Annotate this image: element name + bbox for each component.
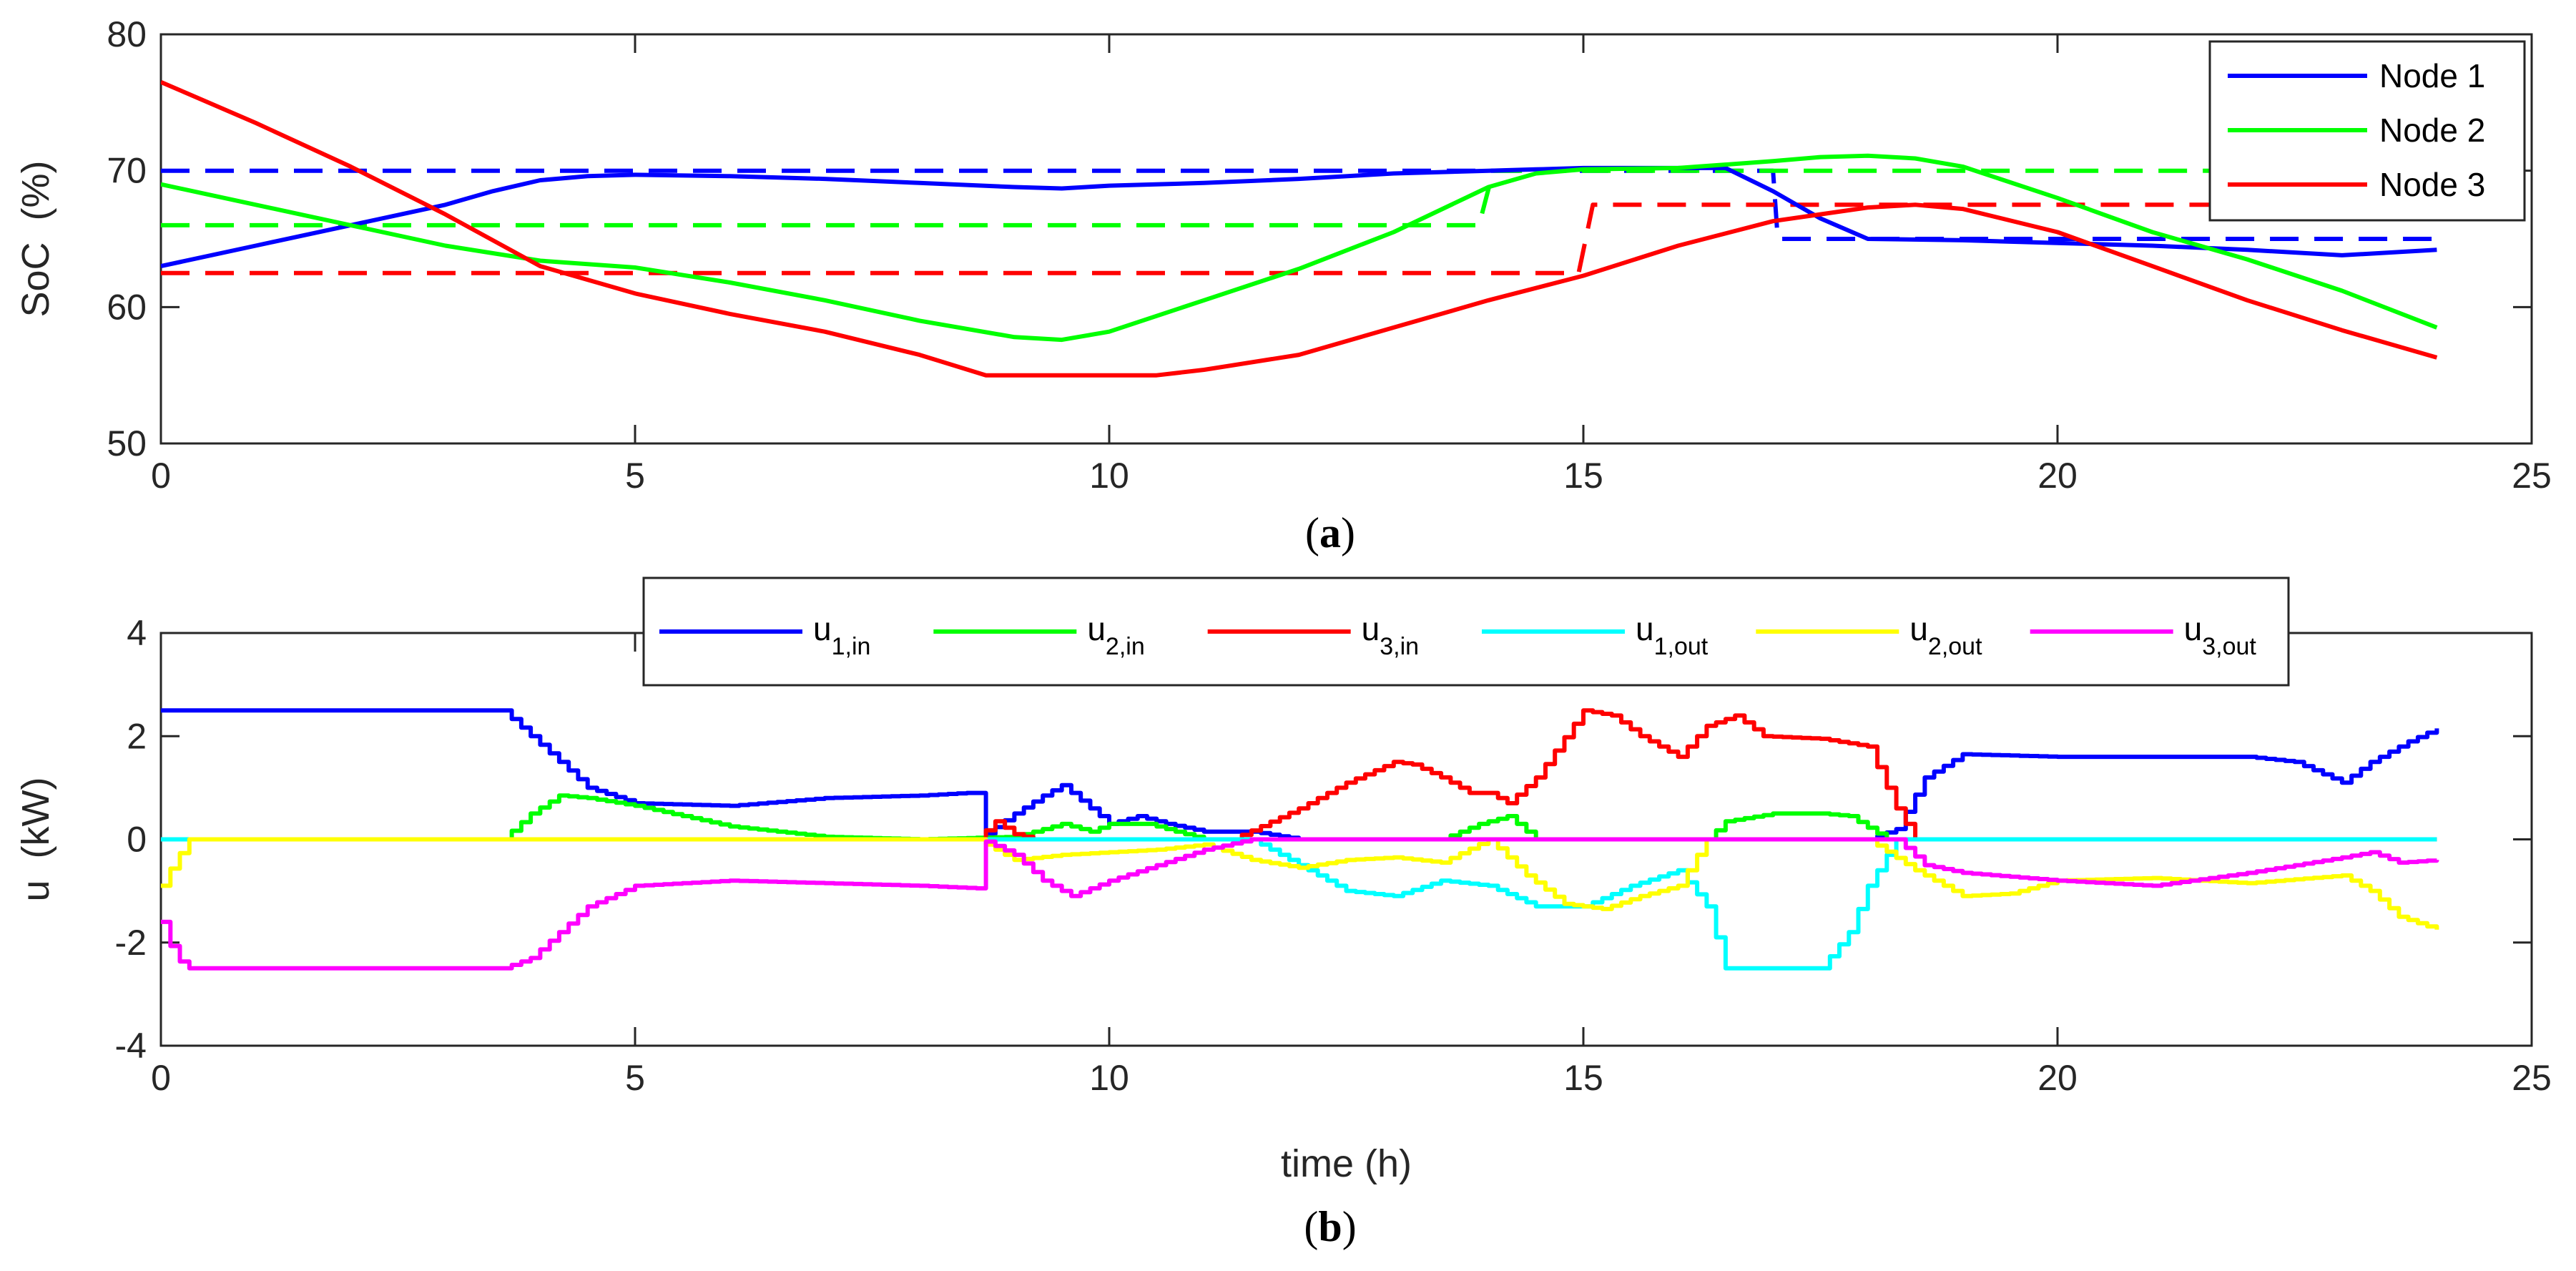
y-tick-label: 4 — [127, 613, 147, 653]
legend-label: Node 2 — [2379, 112, 2485, 149]
legend-label: u1,out — [1636, 610, 1709, 660]
x-tick-label: 5 — [625, 1058, 645, 1098]
series-line-node-3 — [161, 79, 2438, 378]
y-tick-label: 60 — [107, 287, 147, 327]
y-tick-label: 80 — [107, 14, 147, 54]
series-line-node-1-reference — [161, 168, 2437, 241]
y-axis-label: u (kW) — [14, 777, 57, 902]
x-tick-label: 20 — [2037, 1058, 2078, 1098]
legend-label-sub: 2,out — [1928, 633, 1982, 660]
x-tick-label: 10 — [1089, 1058, 1129, 1098]
y-tick-label: 70 — [107, 151, 147, 191]
x-tick-label: 10 — [1089, 456, 1129, 496]
x-tick-label: 20 — [2037, 456, 2078, 496]
caption-a: (a) — [1305, 509, 1355, 556]
axes-box — [159, 33, 2533, 445]
series-group — [161, 708, 2439, 971]
x-tick-label: 25 — [2512, 456, 2552, 496]
x-axis-label: time (h) — [1281, 1142, 1412, 1185]
legend-label: u3,in — [1362, 610, 1419, 660]
series-line-u3-out — [161, 837, 2439, 971]
x-tick-label: 25 — [2512, 1058, 2552, 1098]
y-tick-label: -4 — [115, 1026, 147, 1066]
x-tick-label: 5 — [625, 456, 645, 496]
series-line-node-1 — [161, 165, 2437, 269]
legend-label-sub: 3,out — [2202, 633, 2256, 660]
legend-label-main: u — [1087, 610, 1106, 647]
legend-label: Node 3 — [2379, 166, 2485, 203]
legend: u1,in u2,in u3,in u1,out u2,out u3,out — [642, 576, 2290, 687]
x-tick-label: 15 — [1563, 1058, 1603, 1098]
legend-label-main: u — [1362, 610, 1380, 647]
y-tick-label: 50 — [107, 423, 147, 463]
legend-label-sub: 3,in — [1380, 633, 1419, 660]
y-tick-label: 0 — [127, 820, 147, 860]
x-tick-label: 15 — [1563, 456, 1603, 496]
y-axis-label: SoC (%) — [14, 160, 57, 317]
series-line-node-2-reference — [161, 168, 2437, 227]
x-tick-label: 0 — [151, 456, 171, 496]
legend: Node 1 Node 2 Node 3 — [2208, 40, 2526, 222]
legend-label-sub: 1,out — [1654, 633, 1709, 660]
x-tick-label: 0 — [151, 1058, 171, 1098]
legend-label-main: u — [1909, 610, 1928, 647]
legend-label: u2,out — [1909, 610, 1982, 660]
legend-label: u2,in — [1087, 610, 1144, 660]
series-line-node-3-reference — [161, 202, 2437, 275]
legend-label: Node 1 — [2379, 57, 2485, 94]
legend-label: u3,out — [2184, 610, 2257, 660]
series-line-u1-in — [161, 708, 2439, 842]
legend-box — [642, 576, 2290, 687]
y-tick-label: 2 — [127, 716, 147, 756]
legend-label-main: u — [1636, 610, 1654, 647]
series-line-u2-out — [161, 837, 2439, 930]
legend-label-main: u — [813, 610, 832, 647]
y-tick-label: -2 — [115, 923, 147, 963]
legend-label-sub: 1,in — [832, 633, 871, 660]
legend-label-main: u — [2184, 610, 2203, 647]
legend-label-sub: 2,in — [1106, 633, 1145, 660]
series-group — [161, 79, 2438, 378]
legend-label: u1,in — [813, 610, 870, 660]
caption-b: (b) — [1304, 1203, 1356, 1250]
series-line-node-2 — [161, 153, 2438, 343]
